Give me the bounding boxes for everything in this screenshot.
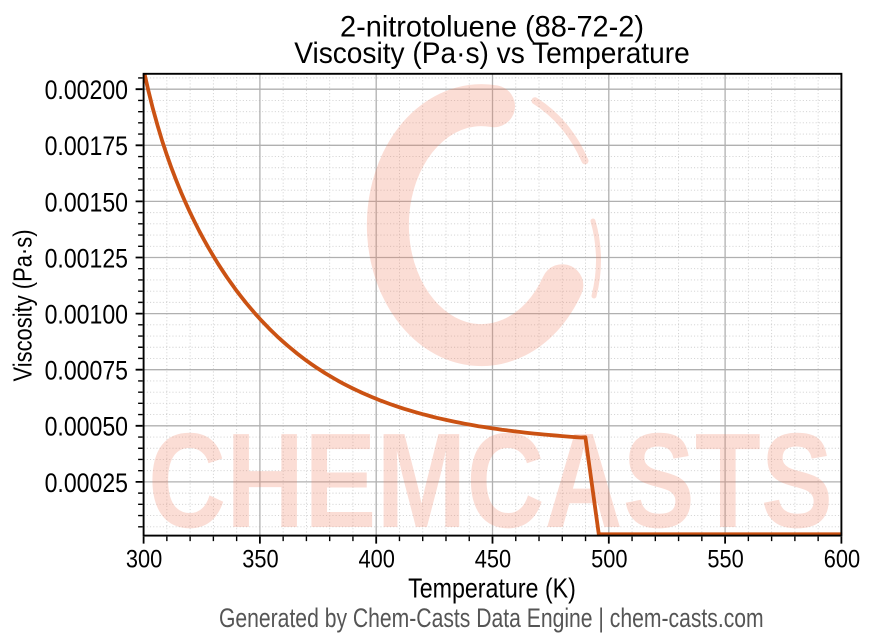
svg-text:0.00025: 0.00025 [45,468,128,498]
svg-text:0.00050: 0.00050 [45,412,128,442]
svg-text:0.00075: 0.00075 [45,356,128,386]
svg-text:400: 400 [359,545,395,573]
svg-text:500: 500 [591,545,627,573]
svg-text:CHEMCASTS: CHEMCASTS [148,405,833,556]
svg-text:Viscosity (Pa·s) vs Temperatur: Viscosity (Pa·s) vs Temperature [294,37,690,70]
svg-text:600: 600 [824,545,860,573]
svg-text:0.00100: 0.00100 [45,300,128,330]
svg-text:350: 350 [242,545,278,573]
svg-text:2-nitrotoluene (88-72-2): 2-nitrotoluene (88-72-2) [340,11,644,44]
svg-text:450: 450 [475,545,511,573]
svg-text:Temperature (K): Temperature (K) [408,573,576,604]
svg-text:0.00125: 0.00125 [45,243,128,273]
svg-text:0.00175: 0.00175 [45,131,128,161]
svg-text:0.00150: 0.00150 [45,187,128,217]
svg-text:0.00200: 0.00200 [45,75,128,105]
svg-text:Viscosity (Pa·s): Viscosity (Pa·s) [8,230,38,382]
svg-text:550: 550 [707,545,743,573]
svg-text:300: 300 [126,545,162,573]
svg-text:Generated by Chem-Casts Data E: Generated by Chem-Casts Data Engine | ch… [219,603,764,633]
